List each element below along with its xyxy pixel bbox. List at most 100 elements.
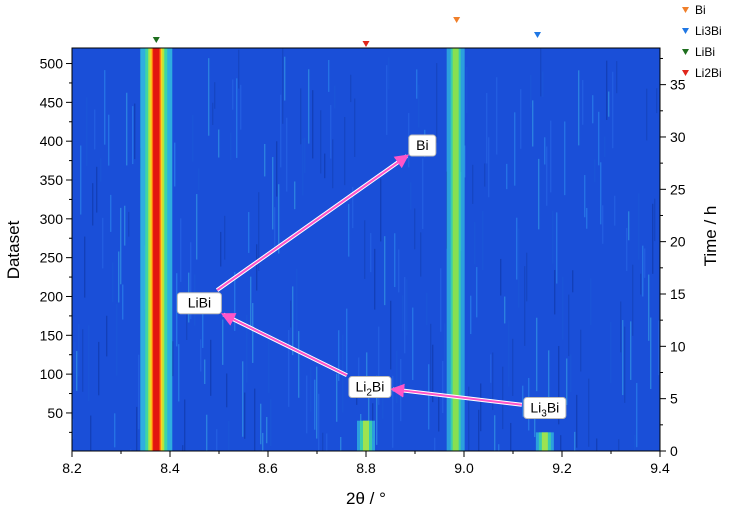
legend-marker: [682, 7, 689, 13]
x-tick-label: 8.4: [160, 460, 180, 476]
annotation-label-li3bi: Li3Bi: [523, 397, 567, 420]
annotation-box: [408, 134, 437, 157]
y-left-tick-label: 400: [40, 133, 64, 149]
noise-streak: [488, 137, 490, 198]
noise-streak: [504, 296, 506, 324]
x-axis: 8.2 8.4 8.6 8.8 9.0 9.2 9.4: [62, 451, 670, 476]
noise-streak: [506, 163, 508, 190]
legend-label: Bi: [695, 3, 706, 17]
noise-streak: [80, 145, 82, 215]
noise-streak: [398, 249, 400, 293]
noise-streak: [288, 330, 290, 407]
noise-streak: [112, 262, 114, 303]
noise-streak: [282, 48, 284, 124]
noise-streak: [100, 158, 102, 182]
y-left-tick-label: 250: [40, 250, 64, 266]
noise-streak: [510, 422, 512, 451]
legend-label: LiBi: [695, 45, 715, 59]
noise-streak: [222, 319, 224, 365]
noise-streak: [178, 344, 180, 402]
noise-streak: [402, 295, 404, 331]
noise-streak: [472, 164, 474, 204]
noise-streak: [264, 143, 266, 177]
noise-streak: [628, 211, 630, 241]
noise-streak: [466, 67, 468, 113]
y-right-tick-label: 35: [670, 77, 686, 93]
phase-markers: [152, 17, 541, 47]
noise-streak: [74, 341, 76, 375]
noise-streak: [210, 339, 212, 396]
noise-streak: [498, 444, 500, 451]
x-tick-label: 9.2: [552, 460, 572, 476]
noise-streak: [216, 429, 218, 451]
phase-marker: [534, 32, 541, 38]
noise-streak: [596, 438, 598, 451]
noise-streak: [598, 111, 600, 166]
noise-streak: [590, 278, 592, 325]
y-right-tick-label: 10: [670, 338, 686, 354]
noise-streak: [250, 276, 252, 327]
noise-streak: [298, 331, 300, 398]
y-left-tick-label: 300: [40, 211, 64, 227]
noise-streak: [650, 317, 652, 389]
noise-streak: [234, 272, 236, 331]
noise-streak: [246, 314, 248, 383]
noise-streak: [392, 375, 394, 448]
noise-streak: [512, 338, 514, 396]
annotation-rest: Bi: [547, 400, 559, 416]
noise-streak: [94, 109, 96, 150]
annotation-subscript: 2: [366, 388, 372, 399]
noise-streak: [430, 323, 432, 396]
noise-streak: [486, 92, 488, 164]
noise-streak: [344, 116, 346, 186]
noise-streak: [604, 136, 606, 158]
annotation-subscript: 3: [541, 409, 547, 420]
noise-streak: [384, 236, 386, 306]
noise-streak: [192, 114, 194, 162]
noise-streak: [314, 379, 316, 430]
noise-streak: [276, 141, 278, 197]
annotation-text: Li2Bi: [355, 379, 384, 399]
noise-streak: [176, 273, 178, 347]
noise-streak: [190, 242, 192, 320]
noise-streak: [266, 416, 268, 444]
x-tick-label: 8.2: [62, 460, 82, 476]
noise-streak: [304, 137, 306, 173]
noise-streak: [130, 449, 132, 451]
noise-streak: [658, 320, 660, 376]
noise-streak: [376, 375, 378, 445]
noise-streak: [522, 385, 524, 417]
noise-streak: [532, 100, 534, 147]
noise-streak: [480, 383, 482, 432]
arrow-libi-to-bi: [216, 154, 410, 292]
noise-streak: [600, 162, 602, 225]
noise-streak: [244, 392, 246, 439]
noise-streak: [114, 413, 116, 448]
noise-streak: [260, 403, 262, 445]
noise-streak: [608, 91, 610, 117]
noise-streak: [476, 267, 478, 318]
noise-streak: [630, 321, 632, 380]
noise-streak: [644, 248, 646, 278]
noise-streak: [390, 300, 392, 370]
y-axis-left: 50 100 150 200 250 300 350 400 450 500: [40, 56, 72, 433]
noise-streak: [318, 393, 320, 451]
y-left-tick-label: 500: [40, 56, 64, 72]
noise-streak: [346, 308, 348, 373]
noise-streak: [514, 112, 516, 186]
diffraction-peaks: [140, 48, 554, 451]
noise-streak: [586, 207, 588, 229]
annotation-text: Bi: [416, 137, 428, 153]
noise-streak: [606, 60, 608, 120]
phase-marker: [453, 17, 461, 23]
noise-streak: [508, 320, 510, 387]
noise-streak: [186, 308, 188, 340]
noise-streak: [564, 121, 566, 196]
noise-streak: [368, 393, 370, 429]
annotation-box: [176, 292, 222, 315]
peak-layer: [541, 432, 548, 451]
noise-streak: [470, 295, 472, 335]
noise-streak: [574, 431, 576, 451]
annotation-arrows: [215, 154, 523, 407]
noise-streak: [636, 382, 638, 448]
